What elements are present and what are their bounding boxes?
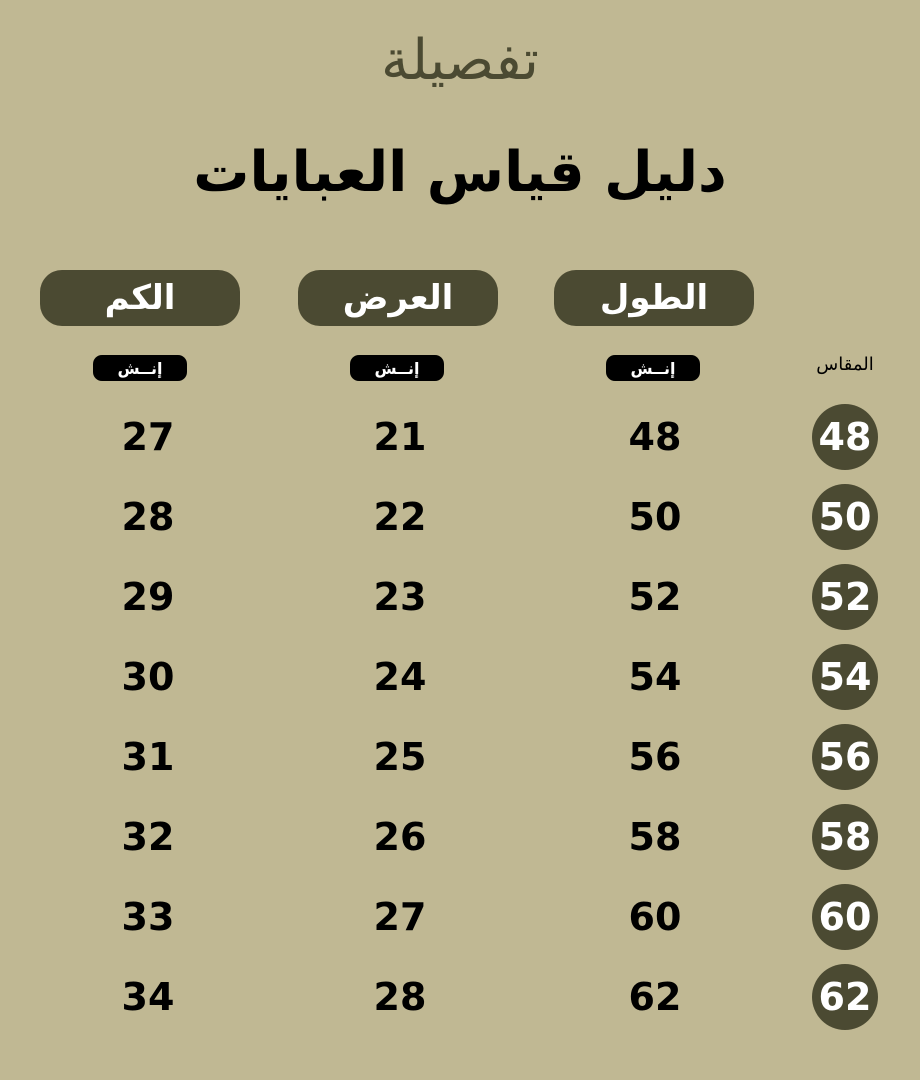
sleeve-value: 34 — [121, 975, 175, 1019]
size-badge: 52 — [812, 564, 878, 630]
unit-length: إنــش — [606, 355, 700, 381]
sleeve-value: 33 — [121, 895, 175, 939]
length-value: 56 — [628, 735, 682, 779]
length-value: 50 — [628, 495, 682, 539]
length-value: 62 — [628, 975, 682, 1019]
width-value: 22 — [373, 495, 427, 539]
sleeve-value: 27 — [121, 415, 175, 459]
unit-sleeve: إنــش — [93, 355, 187, 381]
header-width: العرض — [298, 270, 498, 326]
width-value: 28 — [373, 975, 427, 1019]
length-value: 60 — [628, 895, 682, 939]
width-value: 26 — [373, 815, 427, 859]
length-value: 58 — [628, 815, 682, 859]
header-length: الطول — [554, 270, 754, 326]
header-sleeve: الكم — [40, 270, 240, 326]
length-value: 48 — [628, 415, 682, 459]
size-badge: 58 — [812, 804, 878, 870]
size-badge: 54 — [812, 644, 878, 710]
length-value: 52 — [628, 575, 682, 619]
size-badge: 56 — [812, 724, 878, 790]
brand-logo: تفصيلة — [381, 28, 539, 93]
size-badge: 60 — [812, 884, 878, 950]
header-size: المقاس — [816, 354, 874, 375]
width-value: 21 — [373, 415, 427, 459]
sleeve-value: 28 — [121, 495, 175, 539]
width-value: 24 — [373, 655, 427, 699]
page-title: دليل قياس العبايات — [193, 140, 727, 205]
sleeve-value: 29 — [121, 575, 175, 619]
width-value: 25 — [373, 735, 427, 779]
width-value: 23 — [373, 575, 427, 619]
size-badge: 48 — [812, 404, 878, 470]
width-value: 27 — [373, 895, 427, 939]
sleeve-value: 32 — [121, 815, 175, 859]
sleeve-value: 30 — [121, 655, 175, 699]
length-value: 54 — [628, 655, 682, 699]
sleeve-value: 31 — [121, 735, 175, 779]
unit-width: إنــش — [350, 355, 444, 381]
size-badge: 62 — [812, 964, 878, 1030]
size-badge: 50 — [812, 484, 878, 550]
